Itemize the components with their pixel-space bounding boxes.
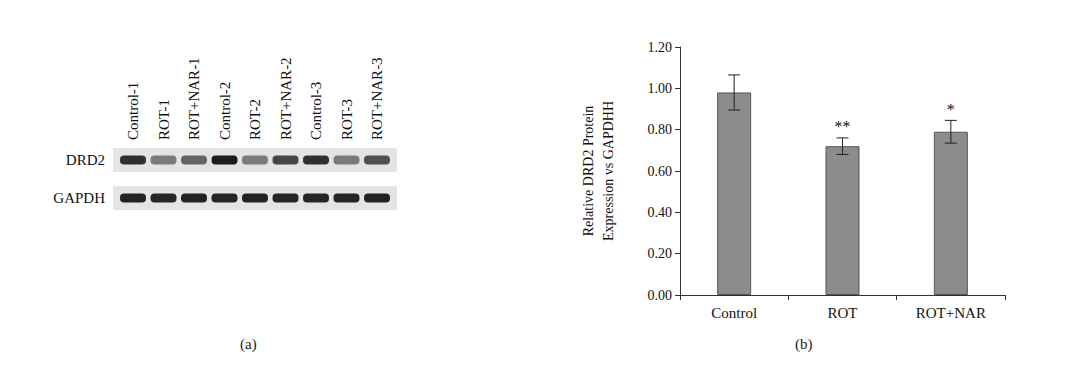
svg-text:ROT-3: ROT-3 [339, 99, 355, 140]
svg-text:Control-1: Control-1 [125, 82, 141, 140]
svg-text:ROT-2: ROT-2 [247, 99, 263, 140]
svg-text:0.60: 0.60 [648, 164, 673, 179]
svg-text:0.40: 0.40 [648, 205, 673, 220]
svg-text:ROT: ROT [828, 305, 858, 321]
svg-text:Relative DRD2 Protein: Relative DRD2 Protein [581, 106, 596, 237]
svg-text:Control: Control [711, 305, 757, 321]
svg-text:ROT+NAR-2: ROT+NAR-2 [278, 57, 294, 140]
svg-text:0.00: 0.00 [648, 288, 673, 303]
svg-text:*: * [947, 101, 955, 118]
svg-text:ROT+NAR-1: ROT+NAR-1 [186, 57, 202, 140]
svg-text:ROT+NAR-3: ROT+NAR-3 [369, 57, 385, 140]
svg-text:1.20: 1.20 [648, 40, 673, 55]
svg-text:Control-2: Control-2 [217, 82, 233, 140]
html-text:(a): (a) [240, 336, 257, 352]
svg-text:Control-3: Control-3 [308, 82, 324, 140]
svg-text:**: ** [835, 118, 851, 135]
svg-text:1.00: 1.00 [648, 81, 673, 96]
svg-text:ROT-1: ROT-1 [156, 99, 172, 140]
svg-text:Expression vs GAPDHH: Expression vs GAPDHH [601, 101, 616, 241]
svg-text:0.20: 0.20 [648, 246, 673, 261]
svg-text:0.80: 0.80 [648, 122, 673, 137]
svg-text:DRD2: DRD2 [66, 152, 105, 168]
html-text:(b): (b) [795, 336, 813, 352]
svg-text:ROT+NAR: ROT+NAR [916, 305, 986, 321]
svg-text:GAPDH: GAPDH [53, 190, 105, 206]
